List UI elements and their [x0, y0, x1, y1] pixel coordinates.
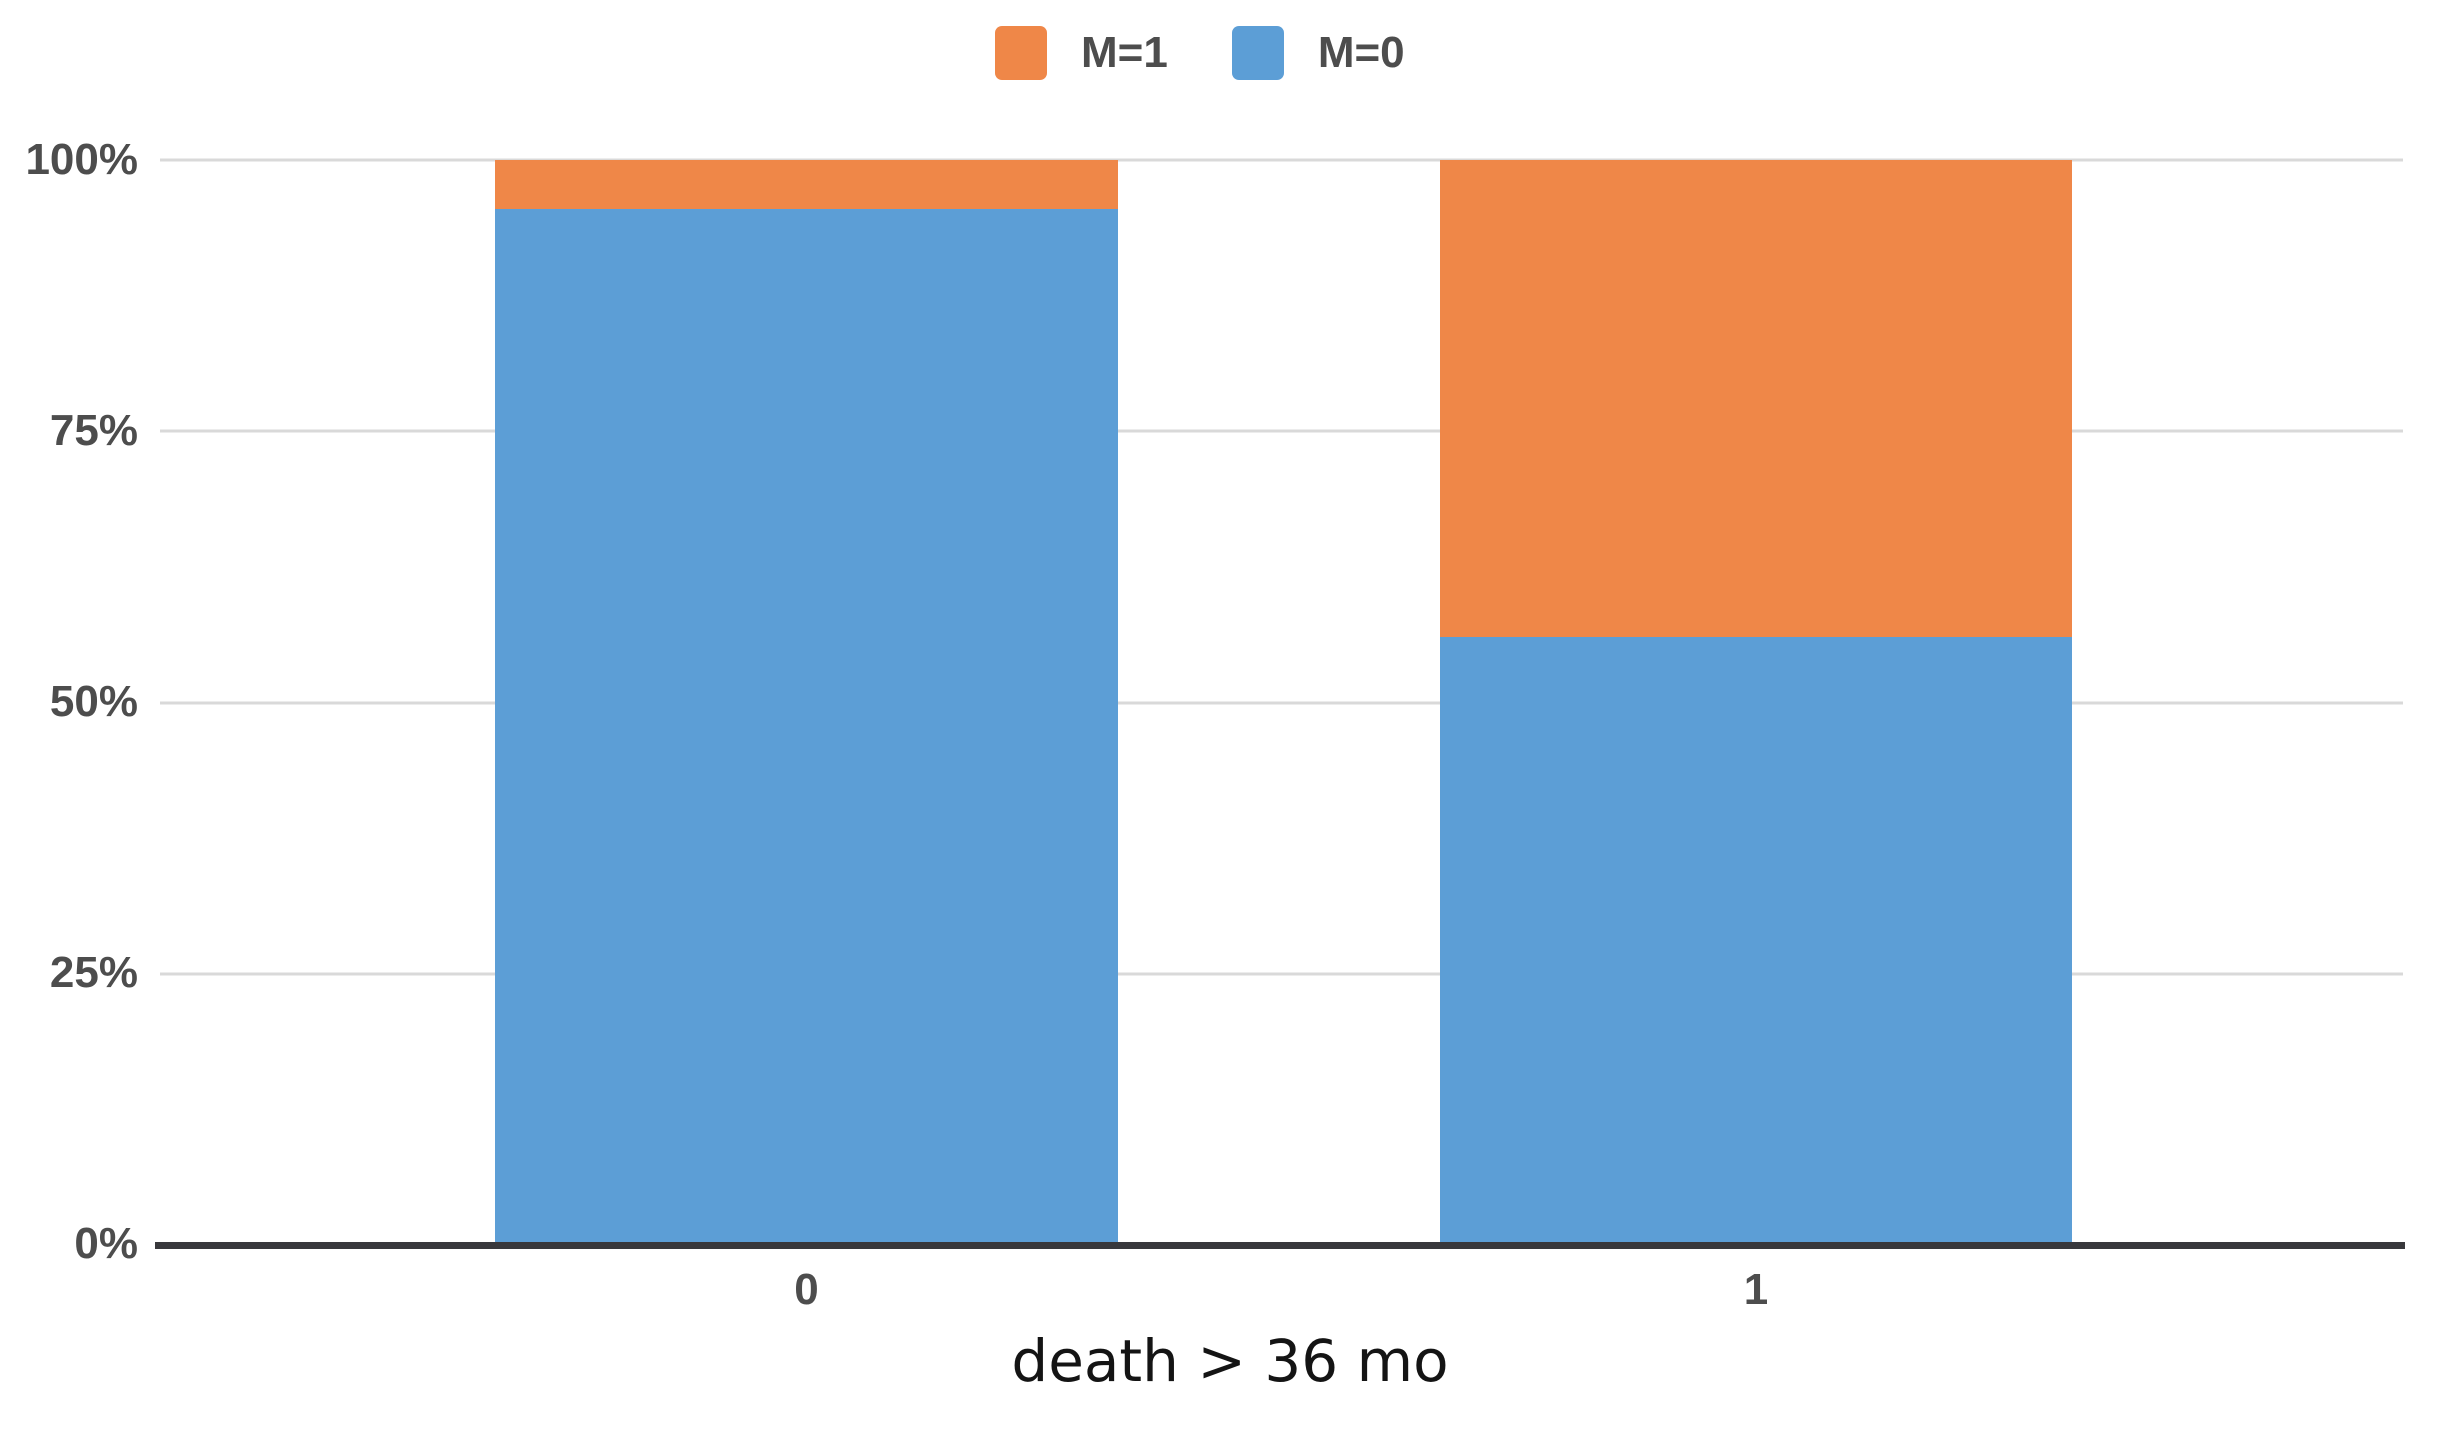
- y-tick-25: 25%: [49, 948, 138, 997]
- x-axis-line: [155, 1242, 2405, 1249]
- x-axis-title: death > 36 mo: [1011, 1327, 1449, 1395]
- legend-label-m0: M=0: [1317, 28, 1405, 77]
- legend-item-m0[interactable]: M=0: [1231, 26, 1405, 80]
- legend-label-m1: M=1: [1081, 28, 1168, 77]
- bar-1-segment-m1: [1440, 160, 2072, 638]
- bar-category-0: [495, 160, 1118, 1245]
- chart-legend: M=1 M=0: [995, 26, 1405, 80]
- x-tick-0: 0: [794, 1265, 819, 1314]
- legend-swatch-m1-icon: [995, 26, 1047, 80]
- gridline-75: [160, 429, 2403, 433]
- y-tick-0: 0%: [74, 1219, 138, 1268]
- plot-area: [110, 158, 2410, 1247]
- y-tick-75: 75%: [49, 406, 138, 455]
- gridline-50: [160, 701, 2403, 704]
- bar-category-1: [1440, 160, 2072, 1245]
- gridline-25: [160, 972, 2403, 976]
- bar-1-segment-m0: [1440, 637, 2072, 1245]
- x-tick-1: 1: [1743, 1265, 1769, 1314]
- legend-swatch-m0-icon: [1231, 26, 1284, 80]
- y-tick-50: 50%: [49, 677, 138, 726]
- bar-0-segment-m0: [495, 208, 1118, 1245]
- legend-item-m1[interactable]: M=1: [995, 26, 1168, 80]
- gridline-100: [160, 158, 2403, 162]
- y-tick-100: 100%: [25, 135, 138, 184]
- bar-0-segment-m1: [495, 160, 1118, 209]
